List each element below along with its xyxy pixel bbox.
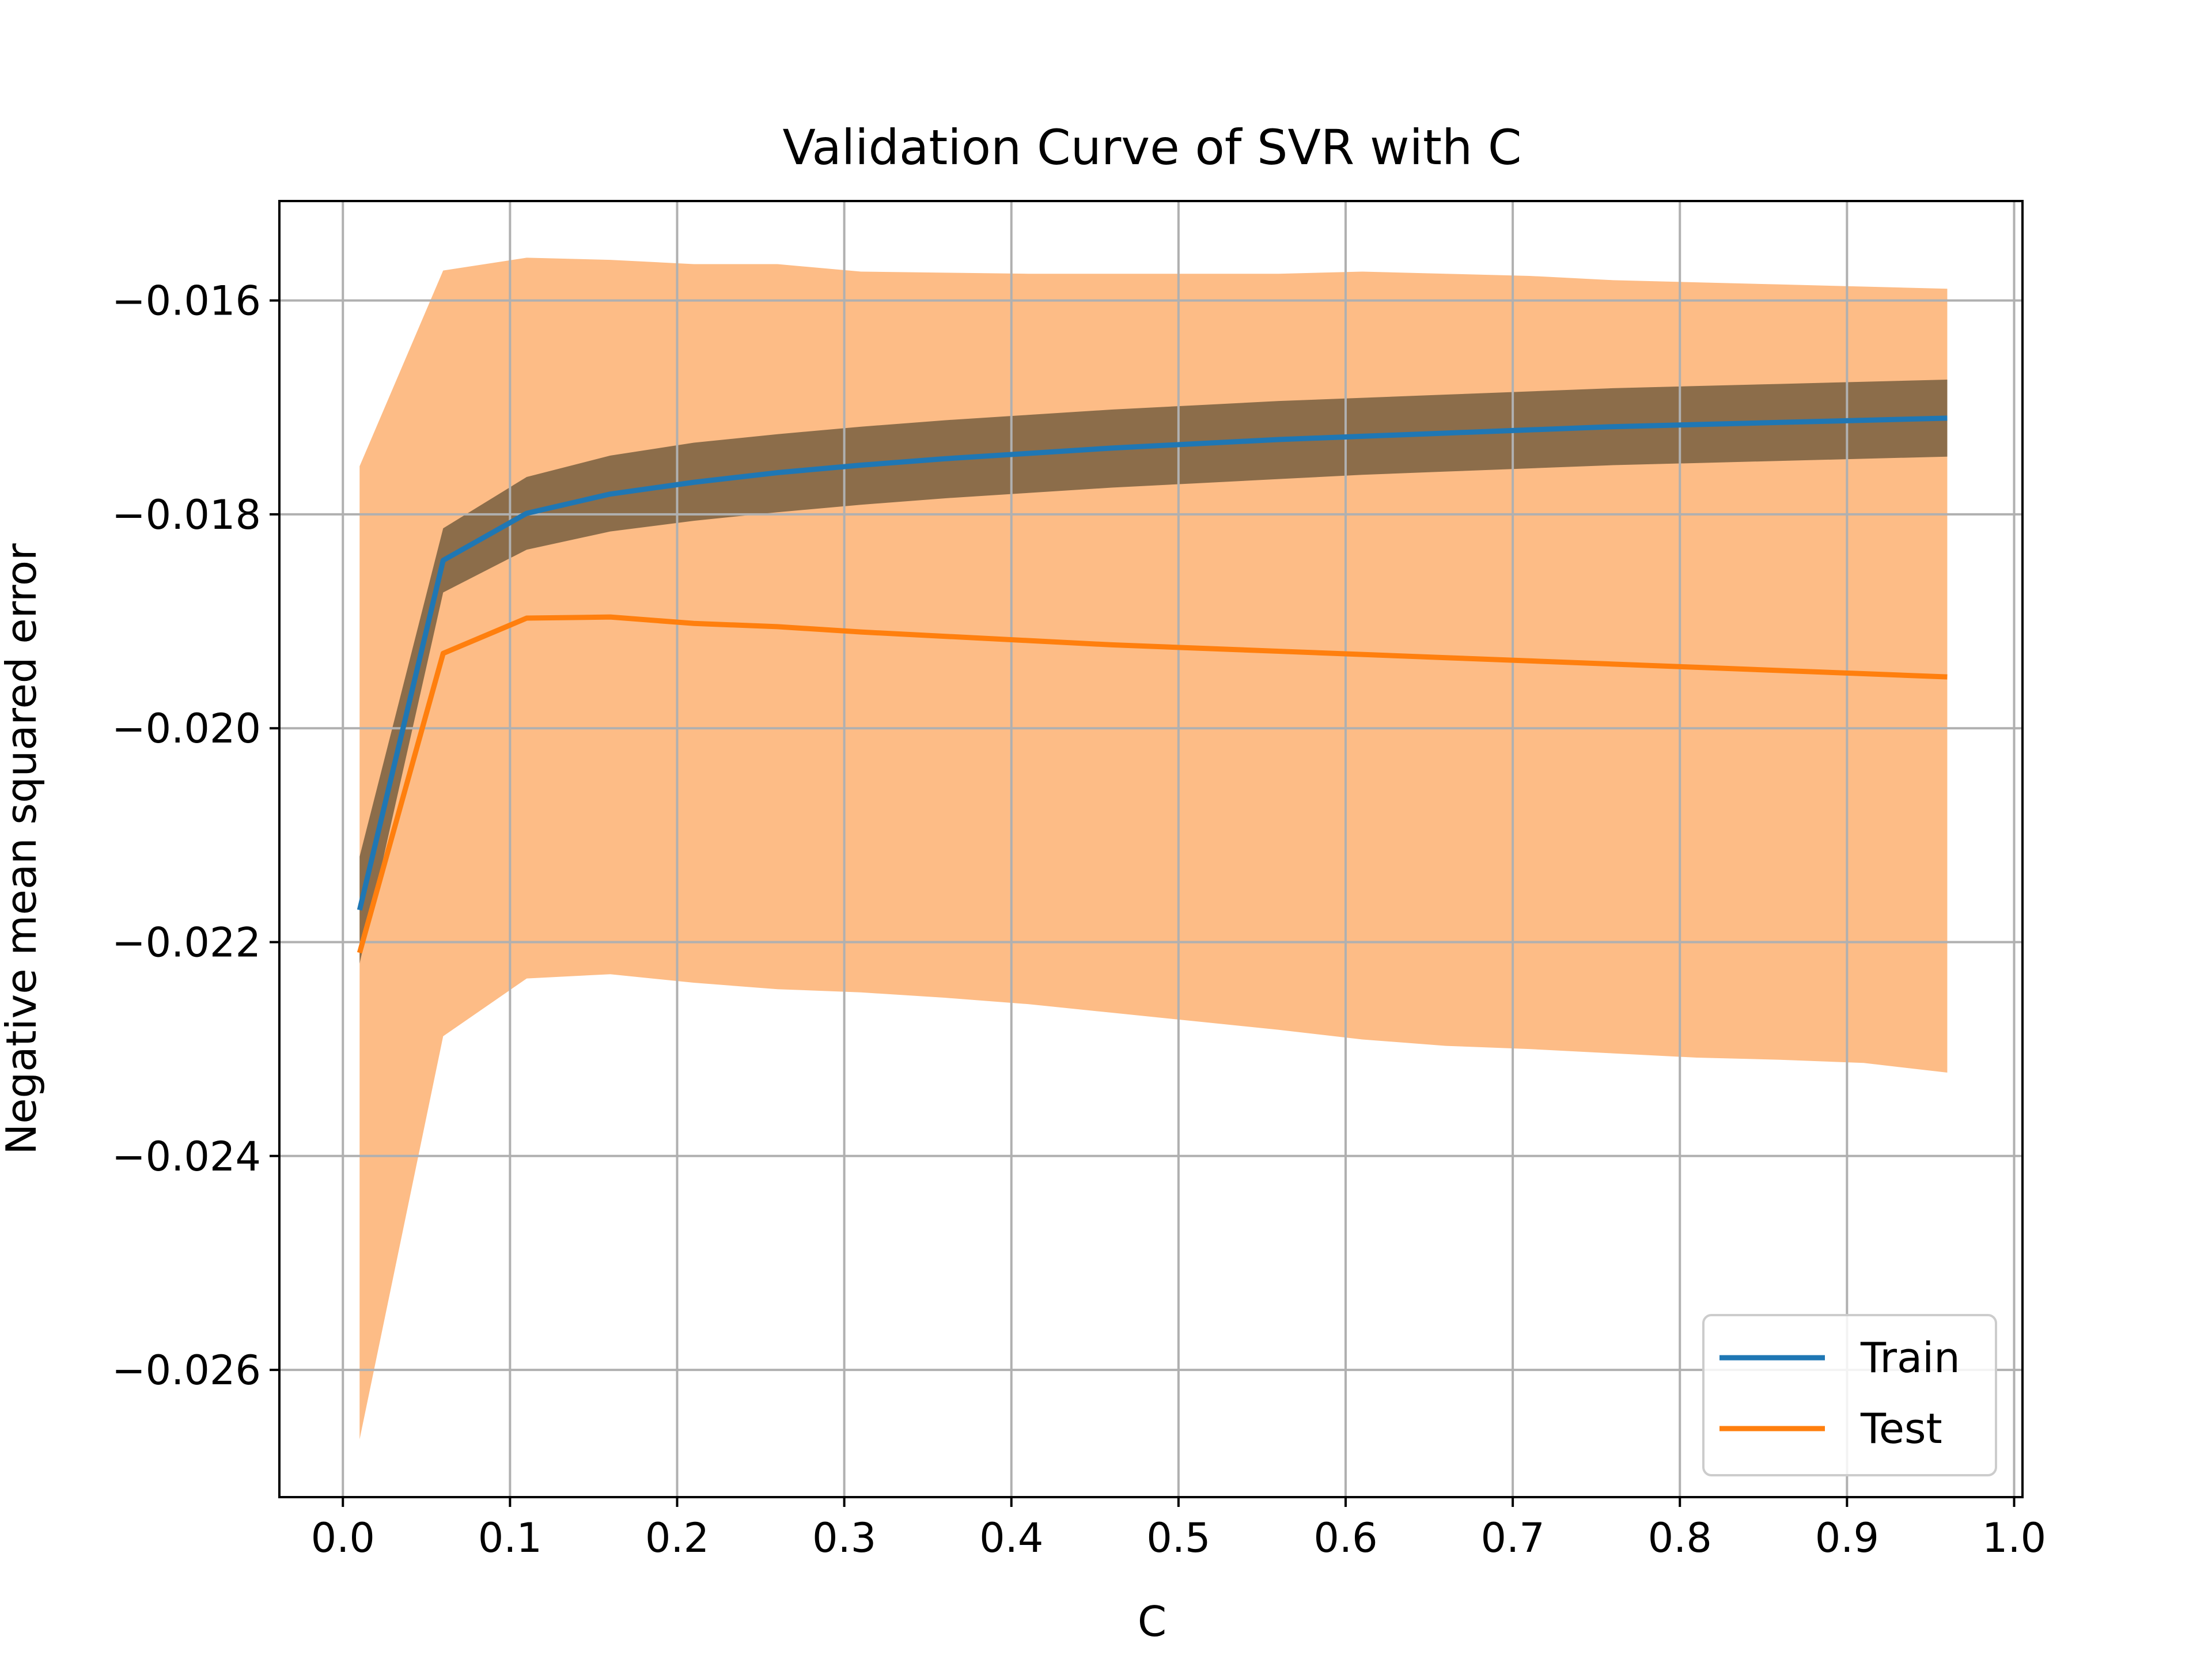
x-tick-label: 0.9 xyxy=(1815,1514,1879,1562)
plot-frame xyxy=(278,200,2024,1498)
y-tick-label: −0.026 xyxy=(112,1347,261,1394)
y-tick-label: −0.022 xyxy=(112,919,261,967)
y-tick-label: −0.016 xyxy=(112,278,261,325)
x-axis-label: C xyxy=(1138,1597,1166,1646)
grid-lines xyxy=(279,201,2022,1497)
legend: Train Test xyxy=(1702,1314,1997,1476)
x-tick-label: 1.0 xyxy=(1982,1514,2046,1562)
band-test xyxy=(359,257,1948,1440)
x-tick-label: 0.2 xyxy=(645,1514,709,1562)
y-axis-label: Negative mean squared error xyxy=(0,543,46,1155)
line-test xyxy=(357,614,1948,954)
line-train xyxy=(357,415,1948,911)
x-tick-label: 0.1 xyxy=(478,1514,542,1562)
y-axis-ticks: −0.026 −0.024 −0.022 −0.020 −0.018 −0.016 xyxy=(112,278,279,1394)
x-tick-label: 0.4 xyxy=(979,1514,1043,1562)
x-tick-label: 0.8 xyxy=(1648,1514,1712,1562)
x-tick-label: 0.6 xyxy=(1313,1514,1377,1562)
x-tick-label: 0.3 xyxy=(812,1514,876,1562)
band-train xyxy=(359,380,1948,964)
chart-title: Validation Curve of SVR with C xyxy=(782,119,1521,176)
confidence-bands xyxy=(359,257,1948,1440)
y-tick-label: −0.020 xyxy=(112,705,261,752)
x-tick-label: 0.5 xyxy=(1146,1514,1210,1562)
legend-test-label: Test xyxy=(1860,1404,1942,1453)
series-lines xyxy=(357,415,1948,954)
x-tick-label: 0.0 xyxy=(311,1514,375,1562)
y-tick-label: −0.024 xyxy=(112,1133,261,1180)
y-tick-label: −0.018 xyxy=(112,491,261,539)
legend-train-label: Train xyxy=(1860,1334,1960,1382)
x-tick-label: 0.7 xyxy=(1480,1514,1544,1562)
x-axis-ticks: 0.0 0.1 0.2 0.3 0.4 0.5 0.6 0.7 0.8 0.9 1.0 xyxy=(311,1497,2046,1562)
